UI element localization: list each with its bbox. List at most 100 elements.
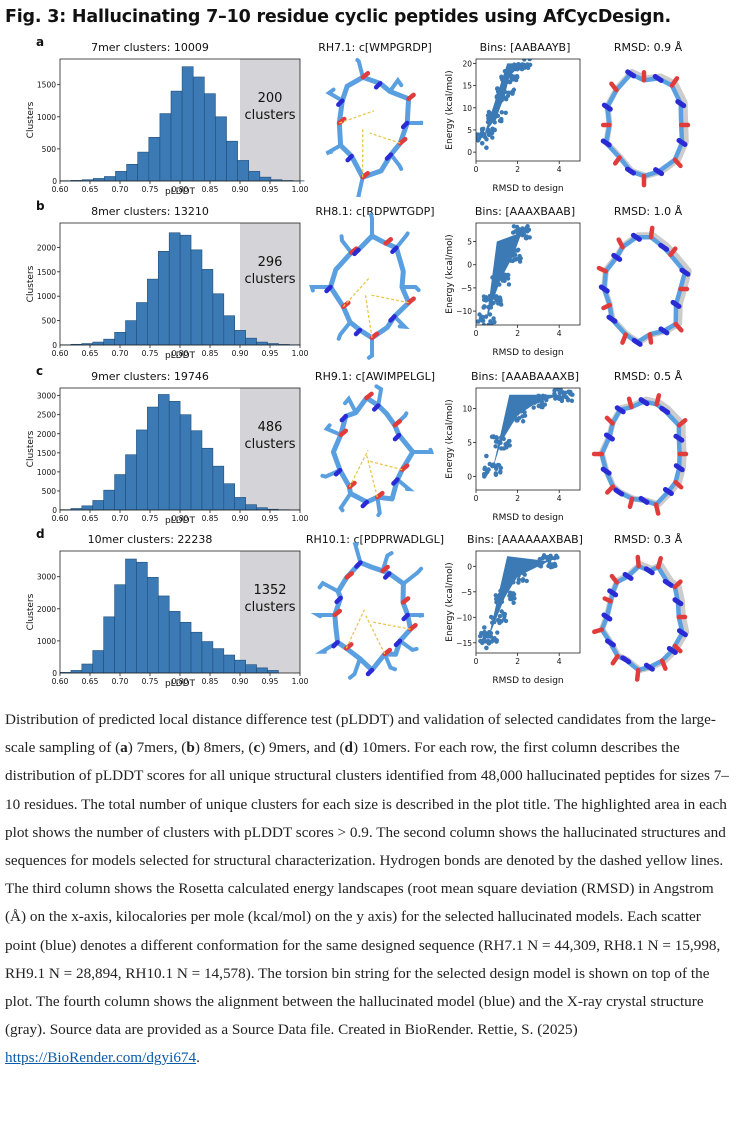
histogram-bar [201, 269, 214, 346]
scatter-point [495, 301, 501, 306]
scatter-point [499, 98, 504, 103]
histogram-bar [159, 113, 172, 182]
hydrogen-bond [372, 621, 411, 630]
scatter-point [492, 635, 497, 641]
x-axis-label: RMSD to design [492, 513, 563, 523]
histogram-bar [81, 505, 94, 511]
scatter-point [507, 74, 512, 79]
alignment-structure-image [600, 68, 691, 188]
scatter-point [512, 252, 518, 258]
nitrogen-atom [600, 466, 612, 476]
nitrogen-atom [383, 571, 392, 580]
nitrogen-atom [373, 81, 383, 90]
side-chain [392, 314, 410, 330]
hydrogen-bond [339, 110, 375, 124]
oxygen-atom [349, 246, 359, 255]
oxygen-atom [400, 596, 411, 605]
caption-panel-c: c [253, 739, 261, 757]
scatter-point [479, 127, 485, 132]
histogram-bar [147, 577, 159, 674]
scatter-point [522, 59, 527, 62]
nitrogen-atom [653, 167, 665, 177]
scatter-points [476, 224, 532, 325]
scatter-point [493, 444, 498, 449]
nitrogen-atom [606, 314, 618, 324]
scatter-point [526, 227, 532, 232]
scatter-point [483, 298, 489, 303]
y-tick-label: 0 [52, 506, 57, 515]
nitrogen-atom [392, 432, 402, 442]
scatter-point [530, 396, 535, 401]
x-tick-label: 0.85 [202, 185, 219, 194]
alignment-structure-image [592, 554, 690, 682]
histogram-bar [103, 489, 115, 511]
nitrogen-atom [393, 638, 403, 648]
scatter-point [495, 630, 500, 635]
oxygen-atom [627, 496, 635, 510]
scatter-point [484, 453, 489, 459]
biorender-link[interactable]: https://BioRender.com/dgyi674 [5, 1049, 197, 1067]
x-tick-label: 0.90 [232, 677, 249, 686]
histogram-bar [256, 667, 268, 674]
y-tick-label: 20 [462, 59, 472, 68]
nitrogen-atom [673, 433, 685, 443]
side-chain [309, 285, 333, 293]
scatter-point [512, 596, 517, 601]
scatter-point [498, 297, 503, 302]
oxygen-atom [672, 157, 683, 169]
histogram-bar [114, 584, 126, 674]
y-tick-label: 1000 [37, 637, 56, 646]
y-tick-label: 3000 [37, 573, 56, 582]
oxygen-atom [592, 627, 605, 635]
histogram-bar [223, 315, 236, 346]
scatter-point [497, 613, 503, 619]
nitrogen-atom [345, 153, 354, 163]
histogram-bar [201, 447, 214, 511]
oxygen-atom [610, 653, 620, 666]
scatter-point [516, 64, 522, 69]
scatter-point [498, 588, 503, 594]
x-tick-label: 0.60 [52, 677, 69, 686]
nitrogen-atom [352, 247, 361, 257]
backbone [330, 395, 416, 505]
y-axis-label: Clusters [26, 101, 36, 138]
y-axis-label: Energy (kcal/mol) [445, 562, 455, 641]
histogram-bar [114, 474, 126, 511]
nitrogen-atom [622, 571, 634, 581]
side-chain [410, 447, 434, 454]
scatter-point [516, 415, 522, 421]
scatter-point [526, 396, 532, 401]
x-tick-label: 0.95 [262, 514, 279, 523]
scatter-point [484, 639, 489, 644]
x-tick-label: 0.85 [202, 349, 219, 358]
panel-row-c: c 9mer clusters: 19746 486 clusters 0 500 1000… [0, 364, 740, 526]
x-tick-label: 0.80 [172, 677, 189, 686]
scatter-point [521, 231, 527, 236]
y-tick-label: 0 [52, 177, 57, 186]
x-tick-label: 0.65 [82, 514, 99, 523]
scatter-point [513, 411, 518, 417]
oxygen-atom [344, 571, 354, 580]
alignment-structure-image [591, 393, 689, 516]
peptide-structure-image [310, 542, 425, 680]
y-tick-label: 2000 [37, 243, 56, 252]
scatter-point [487, 293, 493, 299]
y-axis-label: Clusters [26, 593, 36, 630]
histogram-bar [92, 500, 104, 511]
nitrogen-atom [625, 69, 637, 79]
histogram-bar [259, 176, 272, 182]
side-chain [339, 234, 354, 255]
nitrogen-atom [384, 152, 394, 161]
histogram-bar [201, 641, 214, 674]
nitrogen-atom [334, 595, 343, 605]
y-tick-label: 5 [467, 438, 472, 447]
oxygen-atom [609, 81, 619, 93]
scatter-point [511, 570, 516, 575]
x-tick-label: 0.75 [142, 349, 159, 358]
nitrogen-atom [624, 166, 636, 176]
peptide-structure-image [309, 212, 421, 360]
highlight-unit: clusters [245, 437, 296, 452]
oxygen-atom [655, 555, 663, 570]
x-tick-label: 0 [474, 657, 479, 666]
rmsd-title: RMSD: 0.9 Å [614, 41, 683, 54]
